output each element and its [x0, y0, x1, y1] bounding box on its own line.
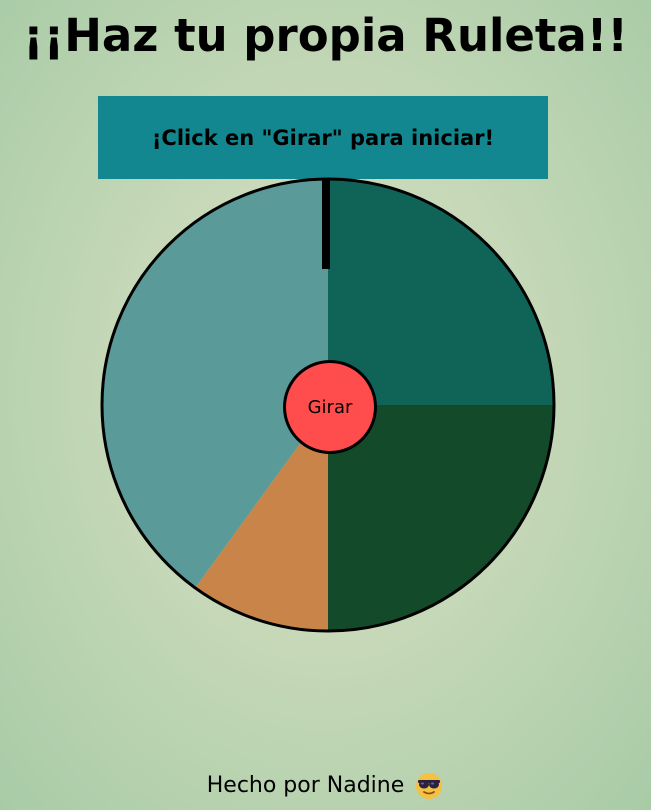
- wheel-segment-3: [195, 405, 328, 631]
- wheel-segment-4: [101, 179, 328, 588]
- footer: Hecho por Nadine: [0, 770, 651, 802]
- wheel-segments: [101, 179, 554, 631]
- wheel-segment-2: [328, 405, 554, 631]
- wheel-rim: [100, 177, 556, 633]
- instruction-banner: ¡Click en "Girar" para iniciar!: [98, 96, 548, 179]
- spin-button[interactable]: Girar: [283, 360, 377, 454]
- sunglasses-face-icon: [416, 773, 443, 799]
- page-title: ¡¡Haz tu propia Ruleta!!: [23, 9, 628, 62]
- wheel-pointer: [322, 180, 330, 269]
- wheel-segment-1: [328, 179, 554, 405]
- instruction-text: ¡Click en "Girar" para iniciar!: [151, 125, 495, 150]
- footer-credit: Hecho por Nadine: [206, 773, 405, 798]
- spin-button-label: Girar: [307, 396, 353, 418]
- roulette-wheel[interactable]: [100, 177, 556, 633]
